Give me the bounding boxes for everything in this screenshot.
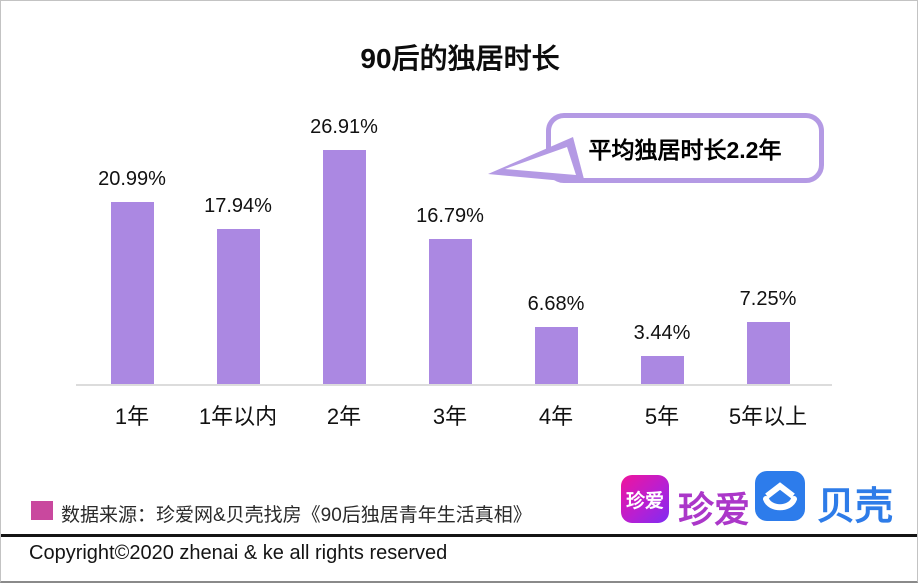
average-callout-bubble: 平均独居时长2.2年 bbox=[546, 113, 824, 183]
bar-value-label: 6.68% bbox=[527, 293, 585, 315]
bar bbox=[746, 322, 790, 386]
bar-value-label: 16.79% bbox=[416, 205, 484, 227]
bar bbox=[428, 239, 472, 386]
bar-value-label: 17.94% bbox=[204, 195, 272, 217]
average-callout-text: 平均独居时长2.2年 bbox=[588, 137, 782, 163]
zhenai-wordmark: 珍爱 bbox=[678, 489, 751, 530]
beike-logo-icon bbox=[755, 471, 805, 521]
data-source-text: 数据来源：珍爱网&贝壳找房《90后独居青年生活真相》 bbox=[61, 505, 532, 526]
source-bullet-square bbox=[31, 501, 53, 520]
x-axis-line bbox=[76, 384, 832, 386]
beike-wordmark: 贝壳 bbox=[817, 486, 894, 528]
bar-value-label: 7.25% bbox=[739, 288, 797, 310]
x-axis-label: 1年 bbox=[114, 404, 150, 429]
bar bbox=[110, 202, 154, 386]
bar bbox=[322, 150, 366, 386]
bar-value-label: 20.99% bbox=[98, 168, 166, 190]
copyright-text: Copyright©2020 zhenai & ke all rights re… bbox=[29, 542, 448, 564]
chart-title: 90后的独居时长 bbox=[360, 43, 560, 74]
x-axis-label: 5年 bbox=[644, 404, 680, 429]
bar-value-label: 26.91% bbox=[310, 116, 378, 138]
bar bbox=[640, 356, 684, 386]
callout-tail bbox=[488, 137, 585, 183]
x-axis-label: 4年 bbox=[538, 404, 574, 429]
x-axis-label: 5年以上 bbox=[728, 404, 808, 429]
bar bbox=[534, 327, 578, 386]
zhenai-logo-icon-text: 珍爱 bbox=[625, 490, 664, 512]
bar bbox=[216, 229, 260, 386]
x-axis-label: 1年以内 bbox=[198, 404, 278, 429]
zhenai-logo-icon: 珍爱 bbox=[621, 475, 669, 523]
bar-value-label: 3.44% bbox=[633, 322, 691, 344]
x-axis-label: 3年 bbox=[432, 404, 468, 429]
footer-divider-line bbox=[1, 534, 917, 537]
x-axis-label: 2年 bbox=[326, 404, 362, 429]
